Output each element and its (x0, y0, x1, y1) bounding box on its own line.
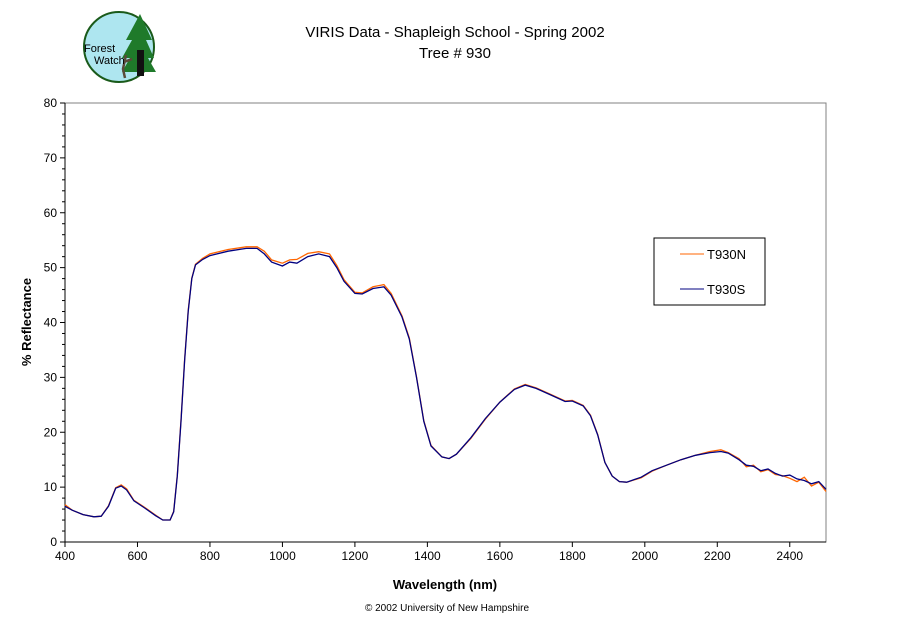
x-tick-label: 1800 (559, 549, 586, 563)
y-tick-label: 20 (44, 425, 58, 439)
y-tick-label: 30 (44, 370, 58, 384)
legend-label-t930s: T930S (707, 282, 746, 297)
series-line-t930s (64, 247, 827, 521)
chart-subtitle: Tree # 930 (419, 45, 491, 62)
forest-watch-logo: Forest Watch (83, 11, 156, 83)
y-tick-label: 60 (44, 206, 58, 220)
svg-text:Forest: Forest (84, 43, 115, 55)
copyright-footer: © 2002 University of New Hampshire (365, 603, 530, 614)
x-tick-label: 600 (127, 549, 147, 563)
x-tick-label: 400 (55, 549, 75, 563)
plot-area (64, 102, 827, 543)
x-tick-label: 1200 (342, 549, 369, 563)
legend: T930N T930S (653, 237, 766, 306)
x-tick-label: 2400 (776, 549, 803, 563)
chart-title: VIRIS Data - Shapleigh School - Spring 2… (305, 24, 604, 41)
series-lines (64, 246, 827, 521)
x-tick-label: 800 (200, 549, 220, 563)
x-tick-label: 1400 (414, 549, 441, 563)
y-tick-label: 80 (44, 96, 58, 110)
axes: 0 10 20 30 40 50 60 70 80 400 600 800 1000 1200 1400 16… (44, 96, 826, 563)
x-tick-label: 1000 (269, 549, 296, 563)
svg-text:Watch: Watch (94, 55, 125, 67)
x-tick-label: 2000 (631, 549, 658, 563)
legend-label-t930n: T930N (707, 247, 746, 262)
y-tick-label: 40 (44, 316, 58, 330)
x-tick-label: 2200 (704, 549, 731, 563)
x-tick-label: 1600 (487, 549, 514, 563)
y-tick-label: 0 (50, 535, 57, 549)
y-tick-label: 10 (44, 480, 58, 494)
y-axis-label: % Reflectance (19, 278, 34, 366)
y-tick-label: 70 (44, 151, 58, 165)
y-tick-label: 50 (44, 261, 58, 275)
x-axis-label: Wavelength (nm) (393, 577, 497, 592)
